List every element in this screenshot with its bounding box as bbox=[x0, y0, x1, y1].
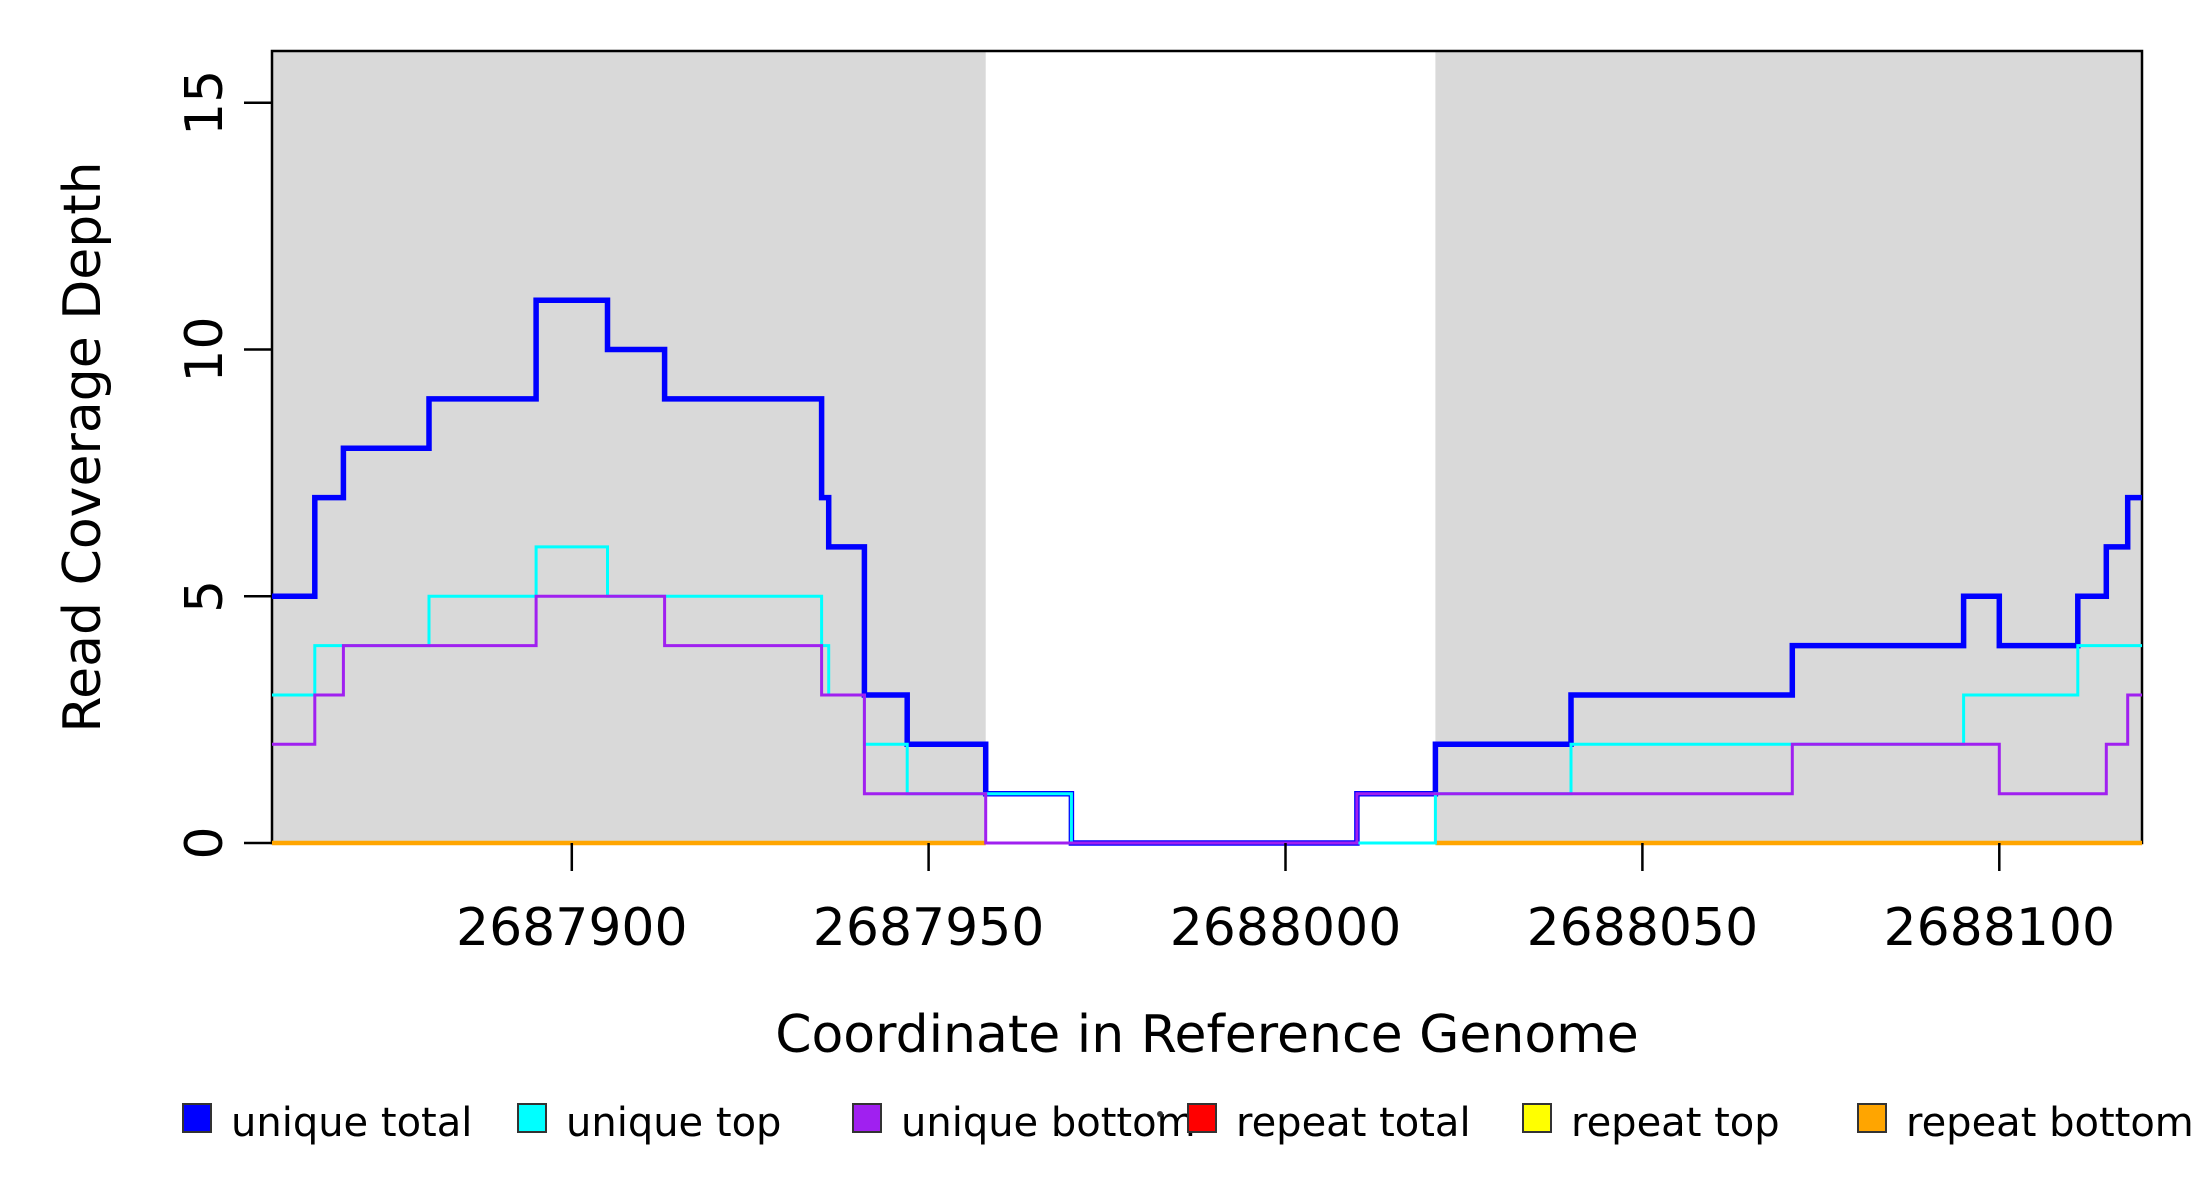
y-axis-tick-label: 5 bbox=[175, 580, 235, 613]
alignable-region-shade bbox=[1435, 51, 2142, 843]
repeat-total-swatch bbox=[1187, 1103, 1217, 1133]
series-layer bbox=[272, 297, 2142, 846]
y-axis-tick-label: 0 bbox=[175, 826, 235, 859]
unique-total-line bbox=[272, 297, 2142, 846]
legend-label: repeat top bbox=[1571, 1100, 1780, 1146]
legend-label: repeat bottom bbox=[1906, 1100, 2194, 1146]
legend-label: unique total bbox=[231, 1100, 472, 1146]
legend-label: unique bottom bbox=[901, 1100, 1196, 1146]
y-axis-tick-label: 10 bbox=[175, 316, 235, 382]
legend-item-repeat-total: repeat total bbox=[1187, 1100, 1471, 1146]
x-axis-tick-label: 2687900 bbox=[456, 898, 688, 958]
unique-bottom-swatch bbox=[852, 1103, 882, 1133]
legend-item-repeat-bottom: repeat bottom bbox=[1857, 1100, 2194, 1146]
x-axis-tick-label: 2687950 bbox=[813, 898, 1045, 958]
unique-top-swatch bbox=[517, 1103, 547, 1133]
y-axis-title: Read Coverage Depth bbox=[53, 161, 113, 732]
axis-layer: 2687900 2687950 2688000 2688050 2688100 0 5 10 1… bbox=[175, 70, 2115, 958]
x-axis-tick-label: 2688050 bbox=[1527, 898, 1759, 958]
stray-dot-artifact bbox=[1157, 1111, 1163, 1117]
repeat-bottom-swatch bbox=[1857, 1103, 1887, 1133]
x-axis-tick-label: 2688100 bbox=[1884, 898, 2116, 958]
legend-item-unique-top: unique top bbox=[517, 1100, 781, 1146]
shaded-regions-layer bbox=[272, 51, 2142, 843]
legend-label: repeat total bbox=[1236, 1100, 1471, 1146]
legend-item-unique-bottom: unique bottom bbox=[852, 1100, 1196, 1146]
unique-bottom-line bbox=[272, 594, 2142, 845]
x-axis-title: Coordinate in Reference Genome bbox=[775, 1005, 1639, 1065]
legend-label: unique top bbox=[566, 1100, 781, 1146]
x-axis-tick-label: 2688000 bbox=[1170, 898, 1402, 958]
unique-total-swatch bbox=[182, 1103, 212, 1133]
legend-item-unique-total: unique total bbox=[182, 1100, 472, 1146]
legend-item-repeat-top: repeat top bbox=[1522, 1100, 1780, 1146]
repeat-top-swatch bbox=[1522, 1103, 1552, 1133]
legend: unique total unique top unique bottom repea… bbox=[182, 1100, 2194, 1146]
y-axis-tick-label: 15 bbox=[175, 70, 235, 136]
